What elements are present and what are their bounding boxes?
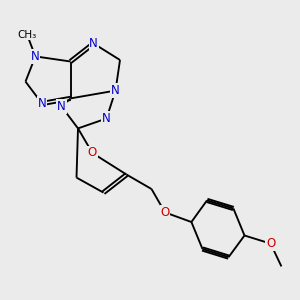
Text: O: O xyxy=(266,237,275,250)
Text: N: N xyxy=(89,37,98,50)
Text: N: N xyxy=(57,100,66,113)
Text: N: N xyxy=(111,84,120,97)
Text: O: O xyxy=(160,206,169,219)
Text: N: N xyxy=(31,50,40,63)
Text: N: N xyxy=(102,112,111,125)
Text: O: O xyxy=(88,146,97,160)
Text: N: N xyxy=(38,97,46,110)
Text: CH₃: CH₃ xyxy=(17,29,37,40)
